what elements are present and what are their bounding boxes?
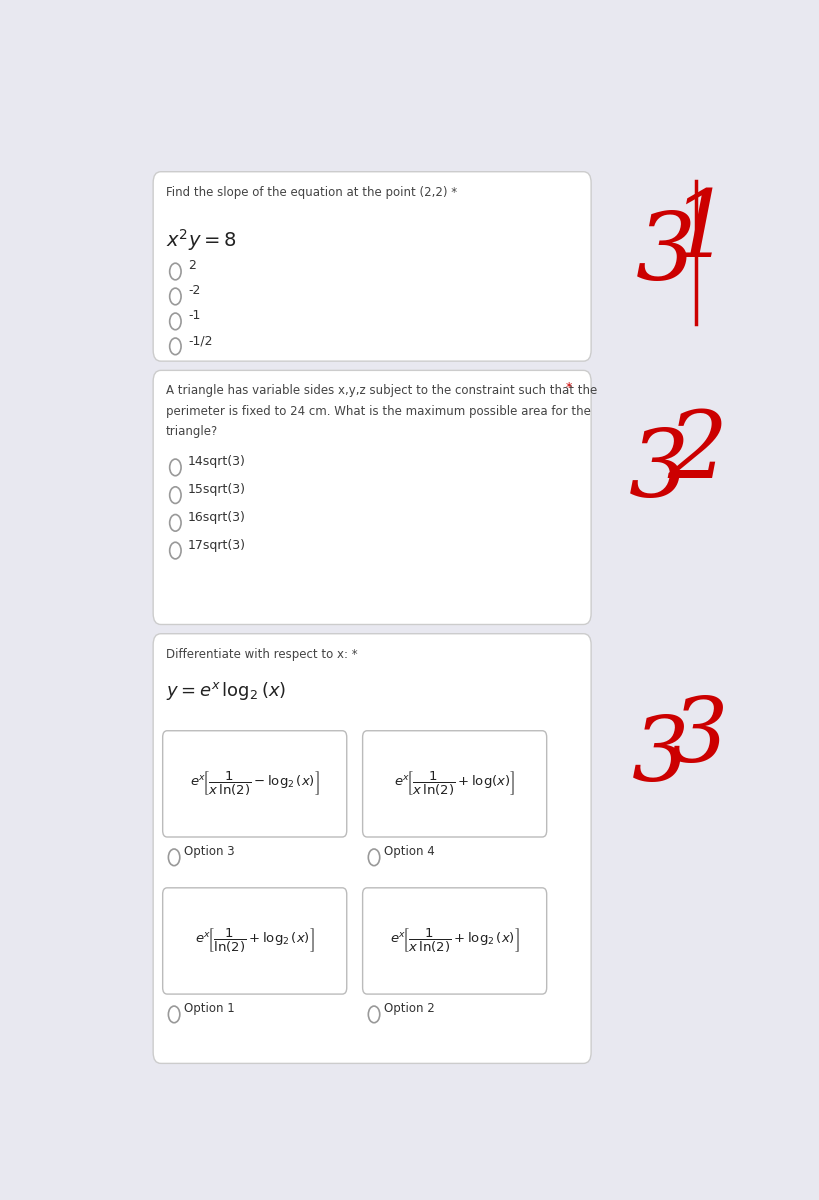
Text: perimeter is fixed to 24 cm. What is the maximum possible area for the: perimeter is fixed to 24 cm. What is the… [165, 404, 590, 418]
Text: Option 1: Option 1 [183, 1002, 234, 1015]
Text: Option 3: Option 3 [183, 845, 234, 858]
FancyBboxPatch shape [153, 634, 591, 1063]
Text: $e^x\!\left[\dfrac{1}{x\,\mathrm{ln}(2)} + \log(x)\right]$: $e^x\!\left[\dfrac{1}{x\,\mathrm{ln}(2)}… [394, 770, 515, 798]
FancyBboxPatch shape [163, 731, 346, 838]
Text: 3: 3 [636, 209, 695, 299]
Text: 2: 2 [188, 259, 196, 272]
FancyBboxPatch shape [153, 172, 591, 361]
Text: triangle?: triangle? [165, 425, 218, 438]
Text: -1/2: -1/2 [188, 335, 213, 347]
Text: 16sqrt(3): 16sqrt(3) [188, 511, 246, 523]
Text: Option 4: Option 4 [383, 845, 434, 858]
Text: $y = e^x\,\log_2(x)$: $y = e^x\,\log_2(x)$ [165, 680, 286, 702]
Text: 3: 3 [629, 426, 690, 516]
Text: A triangle has variable sides x,y,z subject to the constraint such that the: A triangle has variable sides x,y,z subj… [165, 384, 597, 397]
FancyBboxPatch shape [363, 888, 547, 994]
FancyBboxPatch shape [153, 371, 591, 624]
Text: Option 2: Option 2 [383, 1002, 434, 1015]
Text: Find the slope of the equation at the point (2,2) *: Find the slope of the equation at the po… [165, 186, 457, 198]
Text: 17sqrt(3): 17sqrt(3) [188, 539, 246, 552]
Text: $e^x\!\left[\dfrac{1}{x\,\mathrm{ln}(2)} + \log_2(x)\right]$: $e^x\!\left[\dfrac{1}{x\,\mathrm{ln}(2)}… [390, 926, 519, 955]
Text: -2: -2 [188, 284, 201, 298]
Text: 14sqrt(3): 14sqrt(3) [188, 455, 246, 468]
FancyBboxPatch shape [363, 731, 547, 838]
Text: 1: 1 [671, 186, 731, 276]
FancyBboxPatch shape [163, 888, 346, 994]
Text: 3: 3 [671, 694, 728, 781]
Text: *: * [566, 382, 572, 395]
Text: Differentiate with respect to x: *: Differentiate with respect to x: * [165, 648, 357, 660]
Text: 3: 3 [632, 713, 690, 799]
Text: 2: 2 [667, 407, 727, 497]
Text: $e^x\!\left[\dfrac{1}{\mathrm{ln}(2)} + \log_2(x)\right]$: $e^x\!\left[\dfrac{1}{\mathrm{ln}(2)} + … [195, 926, 314, 955]
Text: 15sqrt(3): 15sqrt(3) [188, 484, 246, 496]
Text: $x^2y = 8$: $x^2y = 8$ [165, 227, 237, 253]
Text: $e^x\!\left[\dfrac{1}{x\,\mathrm{ln}(2)} - \log_2(x)\right]$: $e^x\!\left[\dfrac{1}{x\,\mathrm{ln}(2)}… [190, 770, 319, 798]
Text: -1: -1 [188, 310, 201, 323]
